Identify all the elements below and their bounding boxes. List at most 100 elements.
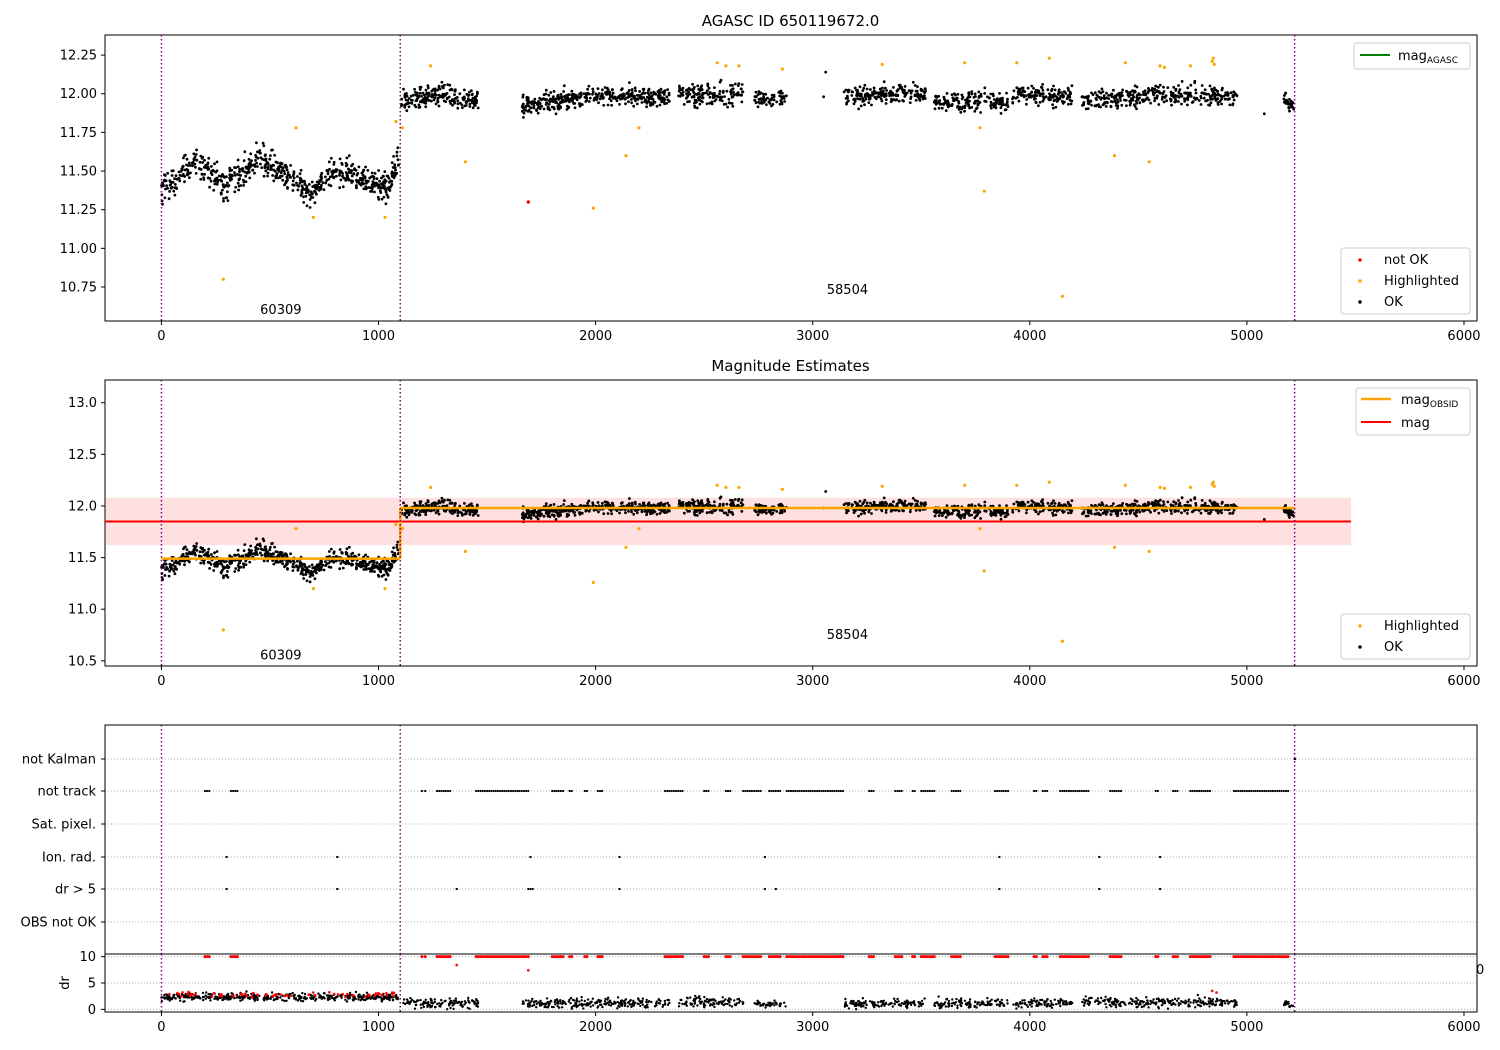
p3-flag-point [835, 789, 838, 793]
p3-flag-point [1250, 789, 1253, 793]
p3-flag-point [1245, 789, 1248, 793]
p1-ok-point [168, 183, 172, 187]
p1-highlighted-point [1047, 56, 1051, 60]
p2-ok-point [259, 551, 262, 555]
p1-ok-point [1138, 101, 1142, 105]
p1-ok-point [1112, 88, 1115, 92]
p1-ok-point [998, 92, 1001, 95]
p1-ok-point [1187, 95, 1190, 99]
p1-ok-point [889, 100, 893, 103]
p1-ok-point [782, 95, 786, 98]
p1-ok-point [954, 93, 957, 97]
p1-ok-point [428, 99, 431, 102]
p1-ok-point [1220, 97, 1223, 101]
p1-ok-point [881, 90, 885, 94]
p1-ok-point [296, 188, 300, 192]
p2-ok-point [898, 500, 902, 504]
p1-ok-point [846, 96, 849, 100]
p1-ok-point [1051, 103, 1054, 106]
p2-ok-point [163, 574, 167, 577]
p1-ok-point [989, 92, 993, 96]
p1-ok-point [609, 99, 613, 103]
p1-highlighted-point [637, 126, 641, 130]
p1-ok-point [383, 178, 387, 182]
p1-highlighted-point [221, 277, 225, 281]
p1-ok-point [530, 100, 534, 104]
p1-ok-point [170, 174, 174, 177]
p1-ok-point [391, 174, 395, 178]
p2-ok-point [271, 559, 274, 562]
p2-ok-point [907, 502, 911, 506]
p1-ok-point [706, 82, 710, 86]
p3-flag-point [598, 789, 602, 793]
p2-ok-point [367, 567, 371, 570]
p2-ok-point [700, 501, 704, 505]
p1-ok-point [221, 188, 224, 192]
p3-flag-point [494, 789, 497, 793]
p1-ok-point [958, 105, 962, 109]
p1-ok-point [377, 186, 380, 190]
p1-ok-point [754, 95, 758, 99]
p1-ok-point [1041, 99, 1045, 103]
p1-ok-point [1041, 88, 1045, 92]
p2-ok-point [730, 501, 733, 505]
p1-ok-point [566, 96, 569, 99]
p1-ok-point [630, 98, 633, 101]
p2-ok-point [549, 503, 553, 507]
p1-ok-point [1090, 103, 1093, 107]
p1-ok-point [521, 95, 525, 99]
p1-ok-point [222, 183, 225, 187]
p2-ok-point [199, 561, 203, 565]
p1-ok-point [772, 98, 776, 102]
p2-ok-point [726, 513, 729, 517]
p2-ok-point [345, 552, 349, 555]
p2-ok-point [606, 504, 610, 508]
p2-ok-point [272, 562, 276, 566]
p1-ok-point [538, 102, 542, 106]
p1-ok-point [1184, 91, 1188, 95]
p1-ok-point [372, 177, 376, 181]
p2-ok-point [468, 503, 471, 507]
p1-ok-point [1037, 104, 1040, 108]
p1-ok-point [1177, 84, 1180, 87]
p1-ok-point [1212, 92, 1216, 96]
p1-ok-point [778, 102, 782, 106]
p2-ok-point [952, 509, 956, 512]
p2-ok-point [640, 504, 644, 508]
p1-ok-point [190, 161, 194, 165]
p3-flag-point [772, 789, 775, 793]
p1-ok-point [162, 184, 165, 188]
p1-ok-point [847, 99, 850, 103]
p1-not-ok-point [526, 200, 530, 204]
p1-ok-point [181, 165, 185, 169]
p2-ok-point [691, 498, 694, 502]
p2-ok-point [521, 514, 525, 517]
p1-ok-point [361, 173, 365, 177]
p1-ok-point [977, 96, 981, 99]
p2-ok-point [903, 499, 907, 503]
p2-ok-point [322, 568, 326, 572]
p1-ok-point [1205, 92, 1208, 96]
p1-ok-point [280, 169, 284, 172]
p2-ok-point [591, 503, 595, 506]
p3-flag-point [496, 789, 499, 793]
p2-ok-point [172, 569, 176, 573]
p1-ok-point [640, 101, 644, 104]
legend-markers-frame [1340, 247, 1471, 315]
p1-ok-point [768, 98, 772, 102]
p1-ok-point [1102, 94, 1106, 97]
p2-ok-point [361, 564, 365, 568]
p1-ok-point [877, 92, 881, 96]
p3-flag-point [1111, 789, 1114, 793]
p1-ok-point [387, 188, 391, 192]
p1-ok-point [226, 190, 229, 194]
p1-ok-point [436, 96, 440, 100]
p1-ok-point [764, 98, 767, 101]
p2-ok-point [586, 501, 589, 505]
p1-ok-point [1209, 101, 1213, 105]
p1-ok-point [1095, 93, 1099, 97]
p1-ok-point [923, 91, 926, 95]
p1-ok-point [396, 163, 400, 167]
p2-ok-point [432, 501, 436, 505]
p1-ok-point [327, 160, 331, 164]
